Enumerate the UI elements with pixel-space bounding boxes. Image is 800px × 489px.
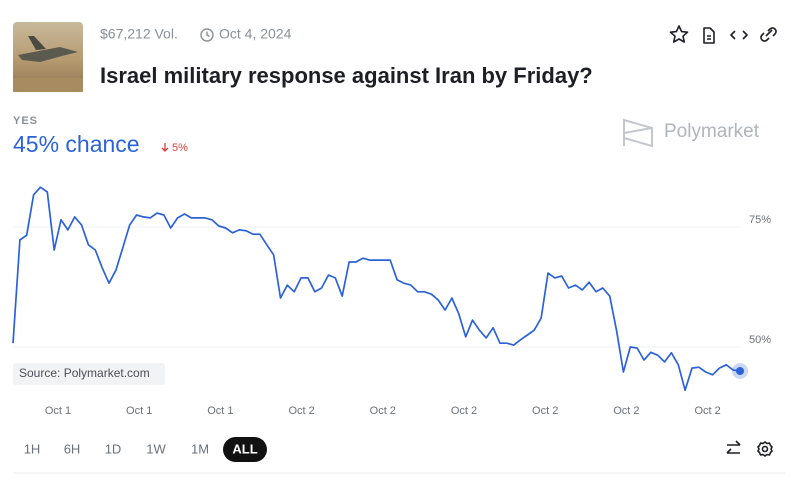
market-title: Israel military response against Iran by… <box>100 63 593 88</box>
range-button[interactable]: 1W <box>146 441 166 456</box>
range-button[interactable]: 1D <box>105 441 122 456</box>
end-date: Oct 4, 2024 <box>219 26 292 42</box>
x-tick-label: Oct 2 <box>532 405 558 417</box>
range-button[interactable]: ALL <box>232 441 257 456</box>
range-button[interactable]: 6H <box>64 441 81 456</box>
brand-logo <box>623 118 653 148</box>
clock-icon <box>200 28 214 42</box>
swap-button[interactable] <box>726 440 741 454</box>
link-button[interactable] <box>760 27 777 42</box>
down-arrow <box>161 143 169 152</box>
x-tick-label: Oct 1 <box>207 405 233 417</box>
document-button[interactable] <box>703 27 715 44</box>
chart: 75% 50% Oct 1 Oct 1 Oct 1 Oct 2 Oct 2 Oct 2 Oct … <box>12 186 771 417</box>
price-line <box>12 186 741 392</box>
source-badge <box>13 363 165 385</box>
settings-button[interactable] <box>757 441 773 457</box>
market-thumbnail <box>13 22 83 92</box>
range-button[interactable]: 1M <box>191 441 209 456</box>
volume: $67,212 Vol. <box>100 26 178 42</box>
range-selected[interactable] <box>223 437 267 462</box>
brand-name: Polymarket <box>664 121 760 142</box>
chance: 45% chance <box>13 131 140 157</box>
x-tick-label: Oct 2 <box>370 405 396 417</box>
range-buttons: 1H 6H 1D 1W 1M ALL <box>24 437 267 462</box>
change: 5% <box>172 142 188 154</box>
x-tick-label: Oct 2 <box>613 405 639 417</box>
x-tick-label: Oct 1 <box>126 405 152 417</box>
last-point <box>736 367 744 375</box>
x-tick-label: Oct 2 <box>288 405 314 417</box>
outcome-label: YES <box>13 115 38 127</box>
range-button[interactable]: 1H <box>24 441 41 456</box>
embed-button[interactable] <box>730 30 748 40</box>
x-tick-label: Oct 2 <box>451 405 477 417</box>
y-tick-label: 50% <box>749 334 771 346</box>
x-tick-label: Oct 2 <box>694 405 720 417</box>
star-button[interactable] <box>669 25 689 43</box>
source: Source: Polymarket.com <box>19 366 150 380</box>
y-tick-label: 75% <box>749 214 771 226</box>
x-tick-label: Oct 1 <box>45 405 71 417</box>
